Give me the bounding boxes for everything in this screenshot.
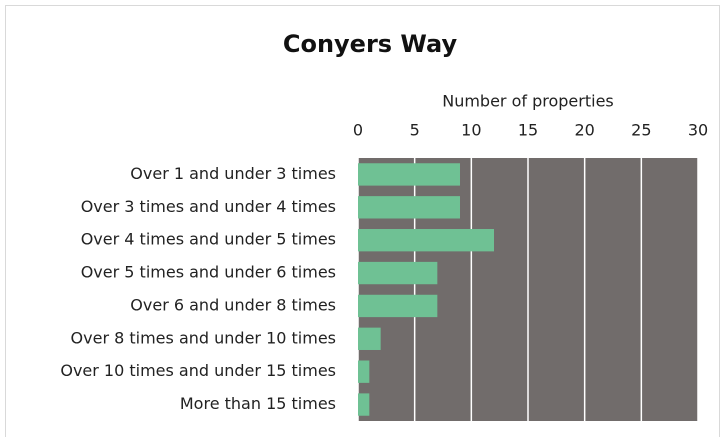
y-tick-label: Over 4 times and under 5 times bbox=[81, 230, 336, 249]
bar bbox=[358, 163, 460, 186]
chart-title: Conyers Way bbox=[283, 30, 458, 58]
bar bbox=[358, 294, 438, 318]
y-tick-label: More than 15 times bbox=[180, 394, 336, 413]
y-tick-label: Over 3 times and under 4 times bbox=[81, 197, 336, 216]
bar bbox=[358, 393, 370, 416]
bar bbox=[358, 229, 494, 252]
x-tick-label: 15 bbox=[518, 121, 538, 140]
y-tick-label: Over 5 times and under 6 times bbox=[81, 263, 336, 282]
x-tick-label: 20 bbox=[574, 121, 594, 140]
bar bbox=[358, 360, 370, 383]
bar bbox=[358, 196, 460, 219]
x-axis-title: Number of properties bbox=[442, 92, 614, 111]
x-tick-label: 10 bbox=[461, 121, 481, 140]
y-tick-label: Over 1 and under 3 times bbox=[130, 164, 336, 183]
y-tick-label: Over 8 times and under 10 times bbox=[71, 328, 336, 347]
y-tick-label: Over 10 times and under 15 times bbox=[60, 361, 336, 380]
x-tick-label: 0 bbox=[353, 121, 363, 140]
y-tick-label: Over 6 and under 8 times bbox=[130, 295, 336, 314]
bar bbox=[358, 261, 438, 285]
x-tick-label: 5 bbox=[410, 121, 420, 140]
bar bbox=[358, 327, 381, 350]
x-tick-label: 30 bbox=[688, 121, 708, 140]
x-tick-label: 25 bbox=[631, 121, 651, 140]
